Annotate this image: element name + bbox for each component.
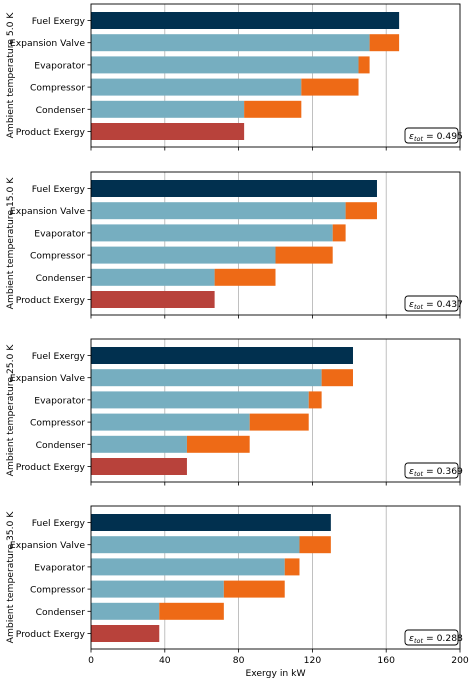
y-tick-label: Product Exergy	[16, 462, 86, 473]
bar-condenser-base	[91, 268, 215, 286]
bar-compressor-loss	[249, 413, 309, 431]
y-tick-label: Evaporator	[34, 228, 85, 239]
bar-condenser-loss	[244, 100, 302, 118]
bar-expansion-valve-base	[91, 536, 300, 554]
y-tick-label: Fuel Exergy	[32, 184, 86, 195]
bar-compressor-loss	[223, 580, 285, 598]
efficiency-label: εtot = 0.369	[409, 466, 463, 478]
bar-evaporator-base	[91, 224, 333, 242]
efficiency-box	[404, 127, 459, 144]
axes-frame	[90, 3, 461, 148]
bar-product-exergy	[91, 291, 215, 308]
y-tick-label: Fuel Exergy	[32, 16, 86, 27]
y-tick-label: Expansion Valve	[10, 206, 85, 217]
bar-condenser-loss	[186, 435, 250, 453]
y-tick-label: Condenser	[36, 273, 86, 284]
bar-evaporator-base	[91, 391, 309, 409]
y-tick-label: Compressor	[30, 585, 85, 596]
x-tick-label: 0	[88, 655, 94, 666]
bar-fuel-exergy	[91, 347, 353, 364]
bar-compressor-loss	[301, 78, 359, 96]
efficiency-label: εtot = 0.288	[409, 633, 463, 645]
axes-frame	[90, 338, 461, 483]
bar-compressor-base	[91, 246, 276, 264]
efficiency-box	[404, 462, 459, 479]
bar-condenser-loss	[214, 268, 276, 286]
bar-condenser-base	[91, 435, 187, 453]
bar-evaporator-loss	[358, 56, 370, 74]
y-tick-label: Product Exergy	[16, 629, 86, 640]
y-tick-label: Compressor	[30, 251, 85, 262]
x-axis-label: Exergy in kW	[245, 668, 305, 679]
bar-compressor-base	[91, 78, 302, 96]
x-tick-label: 160	[377, 655, 395, 666]
axes-frame	[90, 171, 461, 316]
y-tick-label: Expansion Valve	[10, 373, 85, 384]
y-tick-label: Compressor	[30, 83, 85, 94]
bar-product-exergy	[91, 123, 245, 140]
y-tick-label: Condenser	[36, 440, 86, 451]
panel-2: Fuel Exergy Expansion Valve Evaporator Comp…	[5, 171, 463, 319]
bar-fuel-exergy	[91, 180, 377, 197]
bar-expansion-valve-base	[91, 202, 346, 220]
y-tick-label: Product Exergy	[16, 295, 86, 306]
y-tick-label: Evaporator	[34, 562, 85, 573]
panel-3: Fuel Exergy Expansion Valve Evaporator Comp…	[5, 338, 463, 486]
x-tick-label: 80	[233, 655, 245, 666]
axes-frame	[90, 505, 461, 650]
bar-condenser-base	[91, 602, 160, 620]
x-tick-label: 200	[451, 655, 469, 666]
bar-expansion-valve-loss	[299, 536, 331, 554]
y-tick-label: Condenser	[36, 105, 86, 116]
bar-compressor-base	[91, 413, 250, 431]
bar-fuel-exergy	[91, 12, 400, 29]
y-tick-label: Fuel Exergy	[32, 518, 86, 529]
y-axis-label: Ambient temperature 15.0 K	[5, 177, 16, 310]
bar-expansion-valve-base	[91, 34, 370, 52]
bar-expansion-valve-loss	[345, 202, 377, 220]
bar-evaporator-loss	[284, 558, 300, 576]
bar-condenser-base	[91, 100, 245, 118]
bar-compressor-loss	[275, 246, 333, 264]
y-tick-label: Condenser	[36, 607, 86, 618]
y-tick-label: Evaporator	[34, 60, 85, 71]
bar-evaporator-loss	[332, 224, 346, 242]
panel-1: Fuel Exergy Expansion Valve Evaporator Comp…	[5, 3, 463, 151]
bar-product-exergy	[91, 625, 160, 642]
efficiency-box	[404, 295, 459, 312]
bar-expansion-valve-loss	[321, 369, 353, 387]
efficiency-label: εtot = 0.437	[409, 299, 463, 311]
x-tick-label: 120	[304, 655, 322, 666]
bar-evaporator-loss	[308, 391, 322, 409]
bar-evaporator-base	[91, 558, 285, 576]
bar-expansion-valve-base	[91, 369, 322, 387]
y-tick-label: Compressor	[30, 418, 85, 429]
y-tick-label: Fuel Exergy	[32, 351, 86, 362]
bar-compressor-base	[91, 580, 224, 598]
bar-fuel-exergy	[91, 514, 331, 531]
bar-expansion-valve-loss	[369, 34, 400, 52]
efficiency-label: εtot = 0.495	[409, 131, 463, 143]
x-tick-label: 40	[159, 655, 171, 666]
efficiency-box	[404, 629, 459, 646]
y-tick-label: Product Exergy	[16, 127, 86, 138]
bar-evaporator-base	[91, 56, 359, 74]
y-tick-label: Expansion Valve	[10, 38, 85, 49]
y-tick-label: Expansion Valve	[10, 540, 85, 551]
panel-4: Fuel Exergy Expansion Valve Evaporator Comp…	[5, 505, 463, 653]
y-tick-label: Evaporator	[34, 395, 85, 406]
bar-condenser-loss	[159, 602, 224, 620]
bar-product-exergy	[91, 458, 187, 475]
y-axis-label: Ambient temperature 5.0 K	[5, 12, 16, 139]
y-axis-label: Ambient temperature 25.0 K	[5, 344, 16, 477]
y-axis-label: Ambient temperature 35.0 K	[5, 511, 16, 644]
